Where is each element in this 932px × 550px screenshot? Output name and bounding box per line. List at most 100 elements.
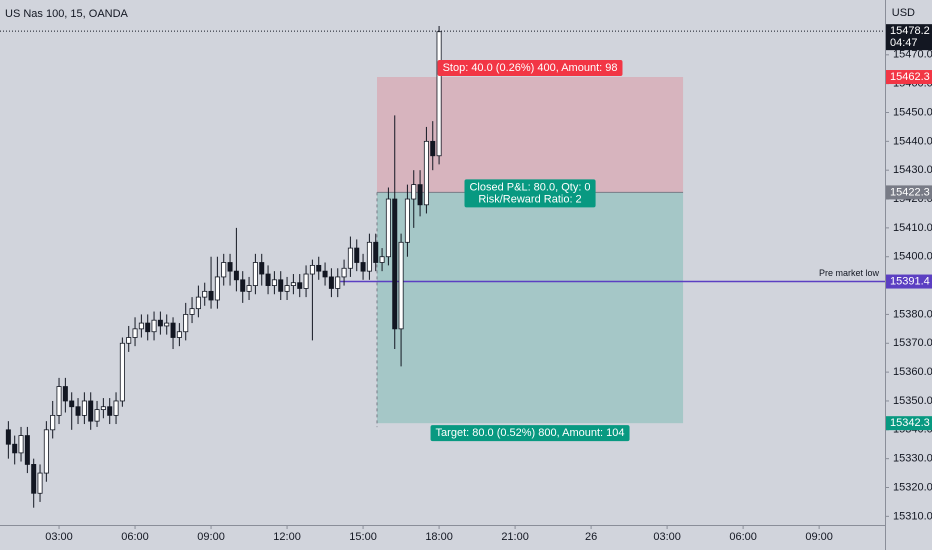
x-tick-label: 03:00 [45,531,73,543]
candle-body [157,319,163,327]
y-tick-label: 15440.0 [893,135,932,147]
candle-body [189,308,195,315]
candle-body [322,270,328,278]
candle-body [366,241,372,272]
candle-body [151,319,157,333]
candle-body [195,296,201,310]
candle-body [246,285,252,292]
entry-badge-text: 15422.3 [890,186,930,198]
candle-body [56,386,62,416]
y-tick-label: 15350.0 [893,395,932,407]
candle-body [404,198,410,243]
candle-body [132,328,138,338]
candle-body [170,322,176,338]
candle-body [430,140,436,157]
candle-body [62,386,68,402]
level-name: Pre market low [819,268,880,278]
candle-body [259,262,265,275]
candle-body [297,282,303,289]
x-tick-label: 21:00 [501,531,529,543]
stop-zone [377,77,684,193]
candle-body [75,406,81,416]
candle-body [347,247,353,269]
candle-body [24,435,30,465]
y-tick-label: 15400.0 [893,251,932,263]
candle-body [119,342,125,402]
pnl-label-text: Risk/Reward Ratio: 2 [478,193,581,205]
stop-label-text: Stop: 40.0 (0.26%) 400, Amount: 98 [443,62,618,74]
candle-body [176,331,182,338]
candle-body [214,276,220,301]
candle-body [328,276,334,289]
candle-body [354,247,360,263]
stop-label [437,60,623,77]
candle-body [183,314,189,333]
y-tick-label: 15320.0 [893,481,932,493]
chart-title: US Nas 100, 15, OANDA [5,8,129,20]
candle-body [69,400,75,408]
candle-body [392,198,398,330]
candle-body [284,285,290,292]
candle-body [240,279,246,292]
x-tick-label: 06:00 [121,531,149,543]
candle-body [436,31,442,157]
x-tick-label: 03:00 [653,531,681,543]
target-label [430,425,630,442]
candle-body [379,256,385,263]
candle-body [411,184,417,200]
candle-body [31,464,37,494]
y-tick-label: 15410.0 [893,222,932,234]
target-label-text: Target: 80.0 (0.52%) 800, Amount: 104 [436,427,625,439]
level-badge-text: 15391.4 [890,275,930,287]
pnl-label-text: Closed P&L: 80.0, Qty: 0 [469,181,590,193]
y-tick-label: 15330.0 [893,453,932,465]
x-tick-label: 18:00 [425,531,453,543]
target-badge-text: 15342.3 [890,417,930,429]
candle-body [81,400,87,416]
level-badge [886,274,932,289]
candle-body [145,322,151,333]
stop-badge-text: 15462.3 [890,71,930,83]
candle-body [50,414,56,431]
candle-body [316,264,322,272]
candle-body [164,322,170,327]
candle-body [221,262,227,278]
candle-body [398,241,404,330]
candle-body [5,429,11,445]
candle-body [423,140,429,206]
candle-body [208,290,214,301]
candle-body [271,279,277,286]
candle-body [233,270,239,281]
x-tick-label: 06:00 [729,531,757,543]
target-badge [886,416,932,431]
candle-body [138,322,144,330]
candle-body [227,262,233,272]
candle-body [360,262,366,272]
candle-body [37,472,43,494]
x-tick-label: 15:00 [349,531,377,543]
candle-body [12,443,18,454]
y-tick-label: 15450.0 [893,106,932,118]
candle-body [113,400,119,416]
x-tick-label: 26 [585,531,597,543]
candle-body [252,262,258,286]
y-tick-label: 15310.0 [893,510,932,522]
candle-body [94,409,100,422]
candle-body [290,282,296,286]
candle-body [278,279,284,292]
candle-body [107,406,113,416]
candle-body [126,337,132,344]
candle-body [88,400,94,422]
pnl-label [464,179,596,208]
candle-body [265,273,271,286]
candle-body [373,241,379,263]
candle-body [335,276,341,289]
y-tick-label: 15380.0 [893,308,932,320]
candle-body [385,198,391,258]
stop-badge [886,70,932,85]
x-tick-label: 09:00 [197,531,225,543]
target-zone [377,192,684,424]
candle-body [100,406,106,411]
